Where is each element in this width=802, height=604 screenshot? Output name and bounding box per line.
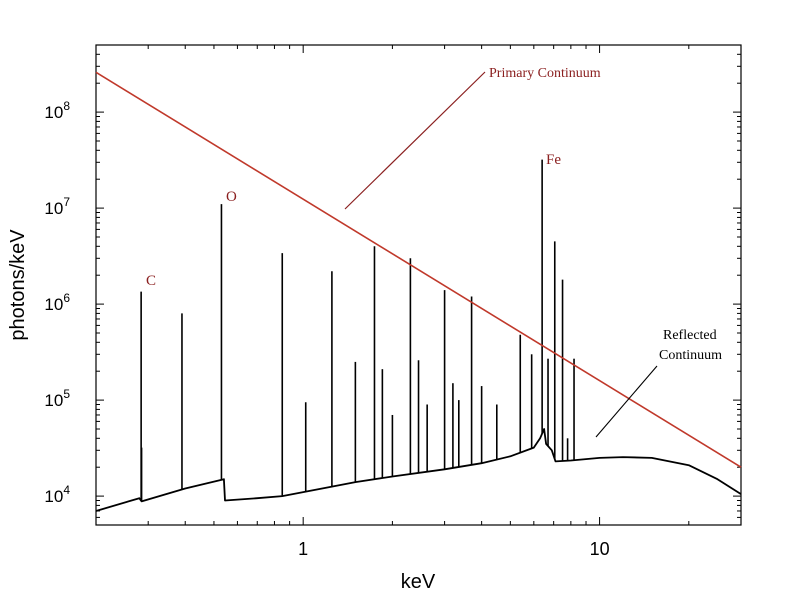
x-tick-label: 1	[298, 539, 308, 559]
annotation-c: C	[146, 273, 156, 289]
reflected-continuum-line	[95, 428, 742, 512]
annotation-reflected: Reflected	[663, 328, 717, 343]
primary-continuum-pointer	[344, 71, 486, 210]
x-tick-label: 10	[590, 539, 610, 559]
y-axis-label: photons/keV	[7, 229, 29, 341]
y-tick-label: 104	[44, 483, 70, 506]
y-tick-label: 107	[44, 195, 70, 218]
minor-ticks	[95, 44, 742, 526]
reflected-continuum-pointer	[595, 365, 658, 438]
spectral-lines	[140, 159, 575, 502]
primary-continuum-line	[95, 71, 742, 468]
y-tick-label: 106	[44, 291, 70, 314]
series-paths	[95, 71, 742, 512]
y-tick-label: 108	[44, 99, 70, 122]
y-tick-label: 105	[44, 387, 70, 410]
y-tick-labels: 104 105 106 107 108	[44, 99, 70, 506]
annotations: C O Fe Primary Continuum Reflected Conti…	[146, 66, 722, 438]
x-tick-labels: 1 10	[298, 539, 609, 559]
annotation-o: O	[226, 189, 237, 205]
x-axis-label: keV	[401, 571, 436, 593]
annotation-fe: Fe	[546, 152, 561, 168]
plot-frame	[95, 44, 742, 526]
annotation-continuum: Continuum	[659, 348, 722, 363]
annotation-primary-continuum: Primary Continuum	[489, 66, 601, 81]
major-ticks	[96, 45, 741, 525]
